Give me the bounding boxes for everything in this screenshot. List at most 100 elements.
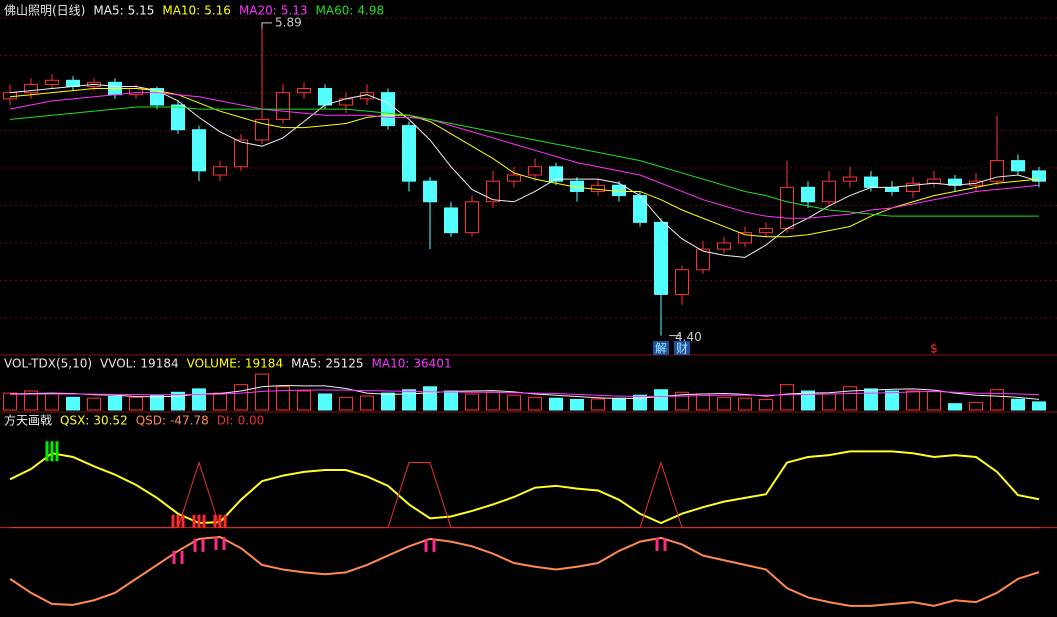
candle-body xyxy=(696,248,710,271)
candle-body xyxy=(507,174,521,182)
candle-body xyxy=(465,201,479,234)
legend-label: VOLUME: xyxy=(187,357,241,371)
candle-body xyxy=(885,186,899,192)
volume-bar xyxy=(486,391,500,411)
volume-bar xyxy=(885,390,899,411)
candle-body xyxy=(906,182,920,192)
signal-bar xyxy=(218,514,222,528)
signal-bar xyxy=(50,441,54,462)
volume-bar xyxy=(864,388,878,411)
volume-bar xyxy=(171,391,185,411)
low-label: 4.40 xyxy=(675,330,702,344)
legend-label: MA5: xyxy=(291,357,321,371)
legend-label: MA20: xyxy=(239,4,277,18)
volume-bar xyxy=(45,393,59,411)
signal-bar xyxy=(192,514,196,528)
chart-title: VOL-TDX(5,10) xyxy=(4,357,92,371)
signal-bar xyxy=(223,514,227,528)
volume-bar xyxy=(906,390,920,411)
candle-body xyxy=(297,88,311,94)
signal-bar xyxy=(663,537,667,551)
candle-body xyxy=(528,166,542,176)
signal-bar xyxy=(432,538,436,552)
volume-bar xyxy=(738,397,752,411)
signal-bar xyxy=(222,536,226,550)
legend-label: QSX: xyxy=(60,414,89,428)
volume-bar xyxy=(696,393,710,411)
volume-bar xyxy=(129,396,143,411)
candle-body xyxy=(717,242,731,250)
legend-value: 5.16 xyxy=(204,4,231,18)
volume-bar xyxy=(612,397,626,411)
volume-bar xyxy=(87,397,101,411)
volume-bar xyxy=(402,389,416,411)
signal-bar xyxy=(201,538,205,552)
legend-value: 19184 xyxy=(140,357,178,371)
signal-bar xyxy=(172,550,176,564)
volume-bar xyxy=(444,390,458,411)
signal-bar xyxy=(171,514,175,528)
candle-body xyxy=(24,83,38,94)
candle-body xyxy=(381,92,395,127)
event-box xyxy=(674,341,690,355)
line xyxy=(9,88,1040,238)
volume-bar xyxy=(759,398,773,411)
volume-bar xyxy=(24,390,38,411)
candle-body xyxy=(654,221,668,295)
candle-body xyxy=(927,178,941,184)
candle-body xyxy=(612,184,626,197)
legend-label: MA10: xyxy=(162,4,200,18)
chart-title: 方天画戟 xyxy=(4,413,52,428)
candle-body xyxy=(3,92,17,100)
line xyxy=(9,535,1040,607)
candle-body xyxy=(591,184,605,192)
volume-bar xyxy=(717,396,731,411)
candle-body xyxy=(402,125,416,182)
signal-bar xyxy=(181,514,185,528)
candle-body xyxy=(822,180,836,203)
legend-value: 36401 xyxy=(413,357,451,371)
volume-bar xyxy=(234,384,248,411)
volume-bar xyxy=(549,397,563,411)
legend-value: 4.98 xyxy=(357,4,384,18)
signal-bar xyxy=(193,538,197,552)
signal-bar xyxy=(655,537,659,551)
legend-value: 25125 xyxy=(325,357,363,371)
legend-value: -47.78 xyxy=(170,414,209,428)
candle-body xyxy=(864,176,878,188)
signal-bar xyxy=(197,514,201,528)
volume-bar xyxy=(339,396,353,411)
volume-bar xyxy=(633,394,647,411)
candle-body xyxy=(843,176,857,182)
legend-value: 0.00 xyxy=(238,414,265,428)
candle-body xyxy=(801,186,815,203)
line xyxy=(9,83,1040,258)
volume-bar xyxy=(66,396,80,411)
legend-label: MA60: xyxy=(316,4,354,18)
legend-value: 5.13 xyxy=(281,4,308,18)
signal-bar xyxy=(180,550,184,564)
volume-bar xyxy=(927,391,941,411)
volume-bar xyxy=(3,392,17,411)
signal-bar xyxy=(45,441,49,462)
candle-body xyxy=(45,79,59,85)
candle-body xyxy=(780,186,794,230)
legend-value: 19184 xyxy=(245,357,283,371)
volume-bar xyxy=(276,386,290,411)
volume-bar xyxy=(969,401,983,411)
volume-bar xyxy=(465,393,479,411)
signal-bar xyxy=(176,514,180,528)
candle-body xyxy=(234,139,248,168)
candle-body xyxy=(423,180,437,203)
volume-bar xyxy=(192,388,206,411)
volume-bar xyxy=(108,395,122,411)
candle-body xyxy=(759,228,773,234)
volume-bar xyxy=(948,403,962,411)
line xyxy=(9,389,1040,397)
candle-body xyxy=(675,269,689,295)
volume-bar xyxy=(1032,401,1046,411)
candle-body xyxy=(738,232,752,244)
volume-bar xyxy=(528,396,542,411)
signal-bar xyxy=(202,514,206,528)
candle-body xyxy=(213,166,227,176)
